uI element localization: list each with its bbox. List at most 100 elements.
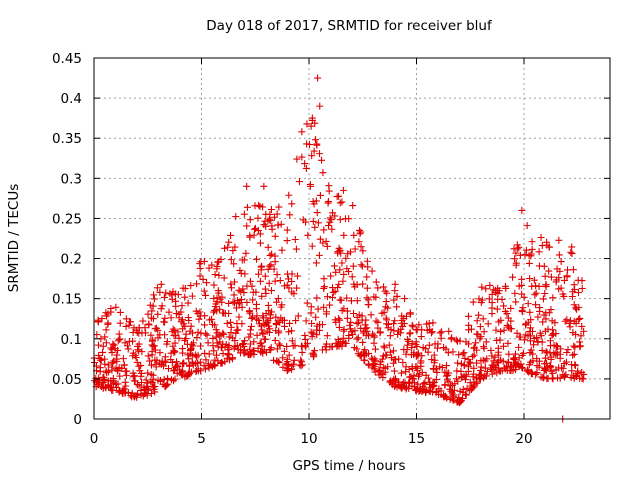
data-point: [188, 292, 196, 300]
data-point: [371, 345, 379, 353]
data-point: [169, 325, 177, 333]
data-point: [257, 322, 265, 330]
data-point: [570, 350, 578, 358]
data-point: [147, 390, 155, 398]
data-point: [200, 287, 208, 295]
data-point: [408, 321, 416, 329]
data-point: [332, 318, 340, 326]
data-point: [217, 359, 225, 367]
data-point: [156, 349, 164, 357]
data-point: [275, 327, 283, 335]
data-point: [170, 367, 178, 375]
data-point: [252, 288, 260, 296]
data-point: [549, 294, 557, 302]
data-point: [480, 344, 488, 352]
data-point: [156, 376, 164, 384]
data-point: [376, 328, 384, 336]
data-point: [328, 343, 336, 351]
data-point: [494, 348, 502, 356]
data-point: [224, 243, 232, 251]
data-point: [138, 329, 146, 337]
data-point: [279, 363, 287, 371]
data-point: [419, 383, 427, 391]
data-point: [327, 216, 335, 224]
data-point: [261, 272, 269, 280]
data-point: [391, 287, 399, 295]
x-tick-label: 10: [300, 431, 317, 447]
data-point: [201, 312, 209, 320]
data-point: [572, 371, 580, 379]
y-tick-label: 0.05: [52, 372, 82, 388]
data-point: [320, 226, 328, 234]
data-point: [154, 310, 162, 318]
data-point: [424, 348, 432, 356]
data-point: [418, 368, 426, 376]
data-point: [361, 356, 369, 364]
data-point: [248, 314, 256, 322]
data-point: [94, 318, 102, 326]
data-point: [257, 339, 265, 347]
data-point: [212, 326, 220, 334]
data-point: [392, 381, 400, 389]
data-point: [499, 342, 507, 350]
data-point: [461, 354, 469, 362]
data-point: [211, 306, 219, 314]
data-point: [203, 331, 211, 339]
data-point: [465, 321, 473, 329]
data-point: [381, 287, 389, 295]
data-point: [119, 355, 127, 363]
data-point: [288, 200, 296, 208]
data-point: [164, 375, 172, 383]
data-point: [235, 286, 243, 294]
data-point: [520, 336, 528, 344]
data-point: [467, 325, 475, 333]
data-point: [319, 239, 327, 247]
data-point: [332, 268, 340, 276]
axis-ticks: 0 0.05 0.1 0.15 0.2 0.25 0.3 0.35 0.4 0.45 0 5 10 15 2…: [52, 51, 610, 447]
data-point: [379, 373, 387, 381]
y-axis-label: SRMTID / TECUs: [6, 184, 22, 292]
data-point: [409, 375, 417, 383]
data-point: [318, 156, 326, 164]
data-point: [363, 257, 371, 265]
data-point: [571, 362, 579, 370]
data-point: [293, 284, 301, 292]
data-point: [528, 238, 536, 246]
data-point: [301, 160, 309, 168]
data-point: [94, 341, 102, 349]
data-point: [225, 333, 233, 341]
data-point: [140, 390, 148, 398]
data-point: [557, 284, 565, 292]
data-point: [541, 364, 549, 372]
data-point: [237, 269, 245, 277]
data-point: [400, 320, 408, 328]
data-point: [566, 323, 574, 331]
data-point: [116, 319, 124, 327]
y-tick-label: 0.4: [61, 91, 82, 107]
data-point: [357, 228, 365, 236]
data-point: [560, 276, 568, 284]
data-point: [227, 256, 235, 264]
data-point: [542, 348, 550, 356]
data-point: [160, 318, 168, 326]
data-point: [126, 318, 134, 326]
data-point: [326, 301, 334, 309]
y-tick-label: 0.25: [52, 211, 82, 227]
data-point: [274, 221, 282, 229]
data-point: [386, 348, 394, 356]
data-point: [534, 338, 542, 346]
data-point: [214, 343, 222, 351]
data-point: [275, 203, 283, 211]
data-point: [327, 272, 335, 280]
data-point: [350, 310, 358, 318]
data-point: [255, 316, 263, 324]
data-point: [501, 282, 509, 290]
y-tick-label: 0.1: [61, 332, 82, 348]
data-point: [184, 351, 192, 359]
data-point: [130, 324, 138, 332]
data-point: [243, 282, 251, 290]
data-point: [115, 364, 123, 372]
data-point: [258, 326, 266, 334]
data-point: [270, 213, 278, 221]
data-point: [241, 337, 249, 345]
